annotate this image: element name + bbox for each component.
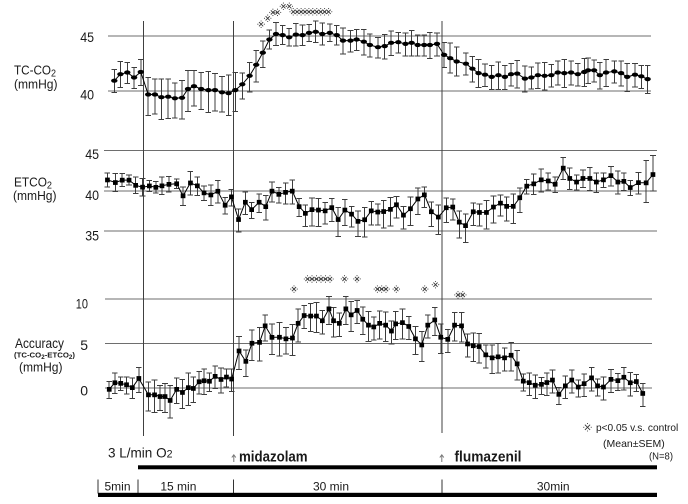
svg-text:30min: 30min [537, 480, 570, 494]
svg-text:Accuracy: Accuracy [15, 336, 64, 351]
svg-text:30 min: 30 min [313, 480, 349, 494]
svg-text:45: 45 [80, 29, 94, 45]
svg-text:40: 40 [85, 187, 99, 203]
svg-text:(TC-CO2-ETCO2): (TC-CO2-ETCO2) [14, 351, 76, 362]
svg-text:(mmHg): (mmHg) [14, 77, 58, 92]
svg-text:3 L/min O2: 3 L/min O2 [108, 445, 173, 461]
svg-text:ETCO2: ETCO2 [14, 175, 52, 192]
svg-text:5min: 5min [104, 480, 130, 494]
svg-text:35: 35 [85, 227, 99, 243]
svg-text:45: 45 [85, 146, 99, 162]
svg-text:TC-CO2: TC-CO2 [14, 63, 56, 80]
svg-text:40: 40 [80, 87, 94, 103]
svg-text:10: 10 [76, 296, 88, 312]
svg-text:(N=8): (N=8) [649, 451, 673, 463]
svg-text:15 min: 15 min [160, 480, 196, 494]
svg-text:(mmHg): (mmHg) [13, 188, 57, 203]
svg-text:0: 0 [80, 383, 88, 399]
svg-text:(Mean±SEM): (Mean±SEM) [603, 438, 665, 450]
svg-text:flumazenil: flumazenil [455, 449, 522, 466]
svg-text:5: 5 [80, 337, 88, 353]
svg-text:p<0.05 v.s. control: p<0.05 v.s. control [596, 422, 678, 434]
svg-text:midazolam: midazolam [239, 449, 308, 466]
svg-text:(mmHg): (mmHg) [19, 360, 63, 375]
